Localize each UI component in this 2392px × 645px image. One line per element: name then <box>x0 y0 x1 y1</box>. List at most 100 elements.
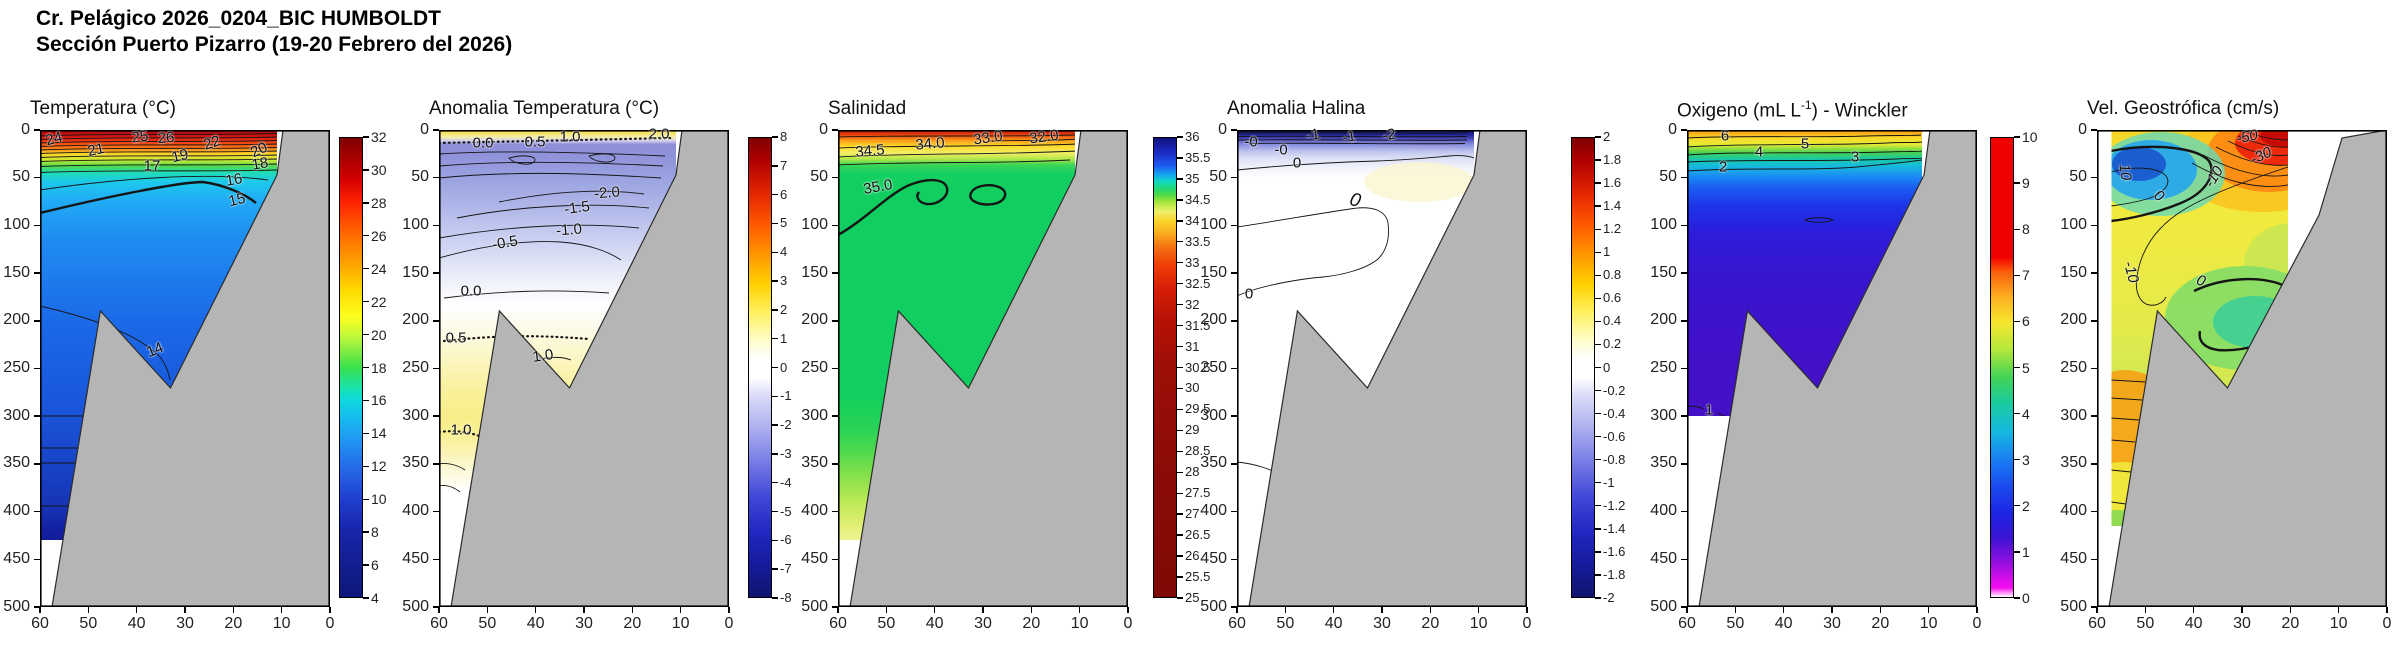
colorbar-tick-label: 16 <box>371 392 387 409</box>
x-tick <box>280 607 283 613</box>
colorbar-tick <box>1595 297 1601 300</box>
colorbar-tick <box>363 333 369 336</box>
bathymetry-mask <box>849 130 1128 607</box>
colorbar-tick-label: 33.5 <box>1185 233 1211 249</box>
y-tick <box>34 558 40 561</box>
contour-field-vel-geostrofica <box>2097 130 2387 607</box>
colorbar-tick <box>1595 505 1601 507</box>
y-tick-label: 150 <box>1200 263 1227 281</box>
x-tick <box>534 607 537 613</box>
colorbar-tick-label: 26 <box>371 227 387 244</box>
colorbar-tick-label: 33 <box>1185 254 1200 270</box>
section-plot-salinidad: 34.5 34.0 33.0 32.0 35.0 <box>838 127 1128 607</box>
y-tick-label: 0 <box>819 120 828 138</box>
y-tick-label: 150 <box>402 263 429 281</box>
colorbar-tick <box>772 251 778 253</box>
contour-field-anomalia-temperatura <box>439 130 729 607</box>
colorbar-tick-label: 0 <box>1603 359 1611 375</box>
colorbar-tick-label: 6 <box>2022 313 2030 330</box>
colorbar-tick <box>363 169 369 171</box>
colorbar-tick <box>772 453 778 455</box>
y-tick <box>34 320 40 322</box>
colorbar-tick <box>1177 408 1183 411</box>
y-tick-label: 0 <box>21 120 30 138</box>
colorbar-tick-label: 24 <box>371 260 387 277</box>
y-tick <box>433 558 439 561</box>
y-tick-label: 500 <box>1200 597 1227 615</box>
plot-border <box>1237 130 1527 607</box>
panel-title-vel-geostrofica: Vel. Geostrófica (cm/s) <box>2087 98 2280 119</box>
y-tick-label: 150 <box>801 263 828 281</box>
y-tick-label: 400 <box>1650 502 1677 520</box>
contour-field-temperatura <box>40 130 330 607</box>
contour-field-salinidad <box>838 130 1128 607</box>
colorbar-tick <box>772 337 778 340</box>
colorbar-tick-label: -6 <box>780 532 792 548</box>
colorbar-tick <box>1595 366 1601 369</box>
y-tick <box>2091 463 2097 465</box>
x-tick-label: 20 <box>1871 615 1890 632</box>
contour-label-anomalia-temperatura: 0.5 <box>524 133 546 151</box>
colorbar-tick <box>1177 282 1183 285</box>
x-tick-label: 50 <box>877 615 896 632</box>
contour-field-anomalia-halina <box>1237 130 1527 607</box>
panel-title-oxigeno: Oxigeno (mL L-1) - Winckler <box>1677 98 1908 122</box>
y-tick <box>1231 510 1237 513</box>
colorbar-tick-label: 28 <box>1185 464 1200 480</box>
y-tick-label: 500 <box>1650 597 1677 615</box>
main-title-line2: Sección Puerto Pizarro (19-20 Febrero de… <box>36 33 513 56</box>
colorbar-tick <box>772 597 778 599</box>
x-tick <box>1526 607 1528 613</box>
colorbar-tick <box>363 366 369 369</box>
x-tick <box>184 607 186 613</box>
colorbar-tick <box>1177 324 1183 327</box>
colorbar-tick <box>772 568 778 570</box>
colorbar-tick <box>1595 482 1601 484</box>
y-tick <box>433 176 439 179</box>
y-tick <box>1231 367 1237 370</box>
contour-label-anomalia-halina: -1 <box>1340 127 1358 147</box>
y-tick <box>1231 415 1237 417</box>
y-tick <box>433 320 439 322</box>
colorbar-tick-label: 3 <box>780 273 788 289</box>
colorbar-tick <box>2014 182 2020 184</box>
x-tick <box>1782 607 1785 613</box>
colorbar-tick <box>363 399 369 402</box>
contour-label-anomalia-temperatura: 1.0 <box>559 128 581 146</box>
colorbar-tick <box>772 165 778 167</box>
y-tick <box>2091 320 2097 322</box>
colorbar-tick-label: 35.5 <box>1185 149 1211 165</box>
colorbar-tick-label: 35 <box>1185 170 1200 186</box>
colorbar-tick-label: 32 <box>371 129 387 145</box>
y-tick-label: 400 <box>402 502 429 520</box>
y-tick <box>832 510 838 513</box>
colorbar-tick-label: 0 <box>2022 590 2030 606</box>
y-tick-label: 200 <box>3 311 30 329</box>
x-tick <box>837 607 839 613</box>
colorbar-tick <box>2014 459 2020 461</box>
bathymetry-mask <box>450 130 729 607</box>
contour-label-vel-geostrofica: 10 <box>2115 162 2135 182</box>
colorbar-tick-label: 30 <box>1185 380 1200 396</box>
colorbar-tick <box>2014 274 2020 276</box>
y-tick-label: 350 <box>402 454 429 472</box>
y-tick <box>433 272 439 274</box>
contour-field-oxigeno <box>1687 130 1977 607</box>
colorbar-tick <box>2014 597 2020 599</box>
colorbar-tick-label: 14 <box>371 425 387 442</box>
colorbar-tick-label: 8 <box>780 129 788 144</box>
y-tick <box>832 463 838 465</box>
x-tick <box>39 607 41 613</box>
x-tick <box>1332 607 1335 613</box>
x-tick-label: 40 <box>2184 615 2203 632</box>
x-tick <box>1127 607 1129 613</box>
colorbar-tick <box>363 498 369 500</box>
colorbar-anomalia-halina <box>1571 137 1595 598</box>
x-tick-label: 0 <box>1522 615 1532 632</box>
colorbar-tick-label: 2 <box>2022 497 2030 514</box>
x-tick-label: 10 <box>1469 615 1488 632</box>
colorbar-tick <box>1177 262 1183 264</box>
x-tick-label: 30 <box>176 615 194 632</box>
x-tick <box>2337 607 2340 613</box>
y-tick <box>1231 224 1237 227</box>
